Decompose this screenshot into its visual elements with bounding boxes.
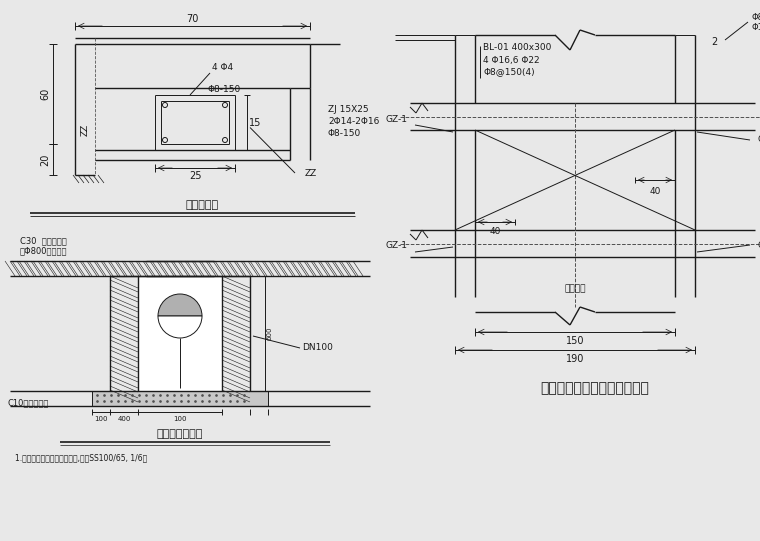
Text: 共用管沟交叉处顶板配筋大样: 共用管沟交叉处顶板配筋大样: [540, 381, 650, 395]
Text: 2Φ14-2Φ16: 2Φ14-2Φ16: [328, 117, 379, 127]
Text: ZZ: ZZ: [81, 124, 90, 136]
Text: Φ8@150(4): Φ8@150(4): [483, 68, 534, 76]
Text: Φ8: Φ8: [751, 12, 760, 22]
Text: 4 Φ4: 4 Φ4: [212, 63, 233, 71]
Text: 2: 2: [711, 37, 717, 47]
Text: BL-01 400x300: BL-01 400x300: [483, 43, 551, 52]
Text: 70: 70: [186, 14, 198, 24]
Text: 40: 40: [489, 228, 501, 236]
Text: 共用管沟: 共用管沟: [564, 285, 586, 294]
Text: C30  混凝土井圈: C30 混凝土井圈: [20, 236, 67, 246]
Text: ZZ: ZZ: [305, 168, 317, 177]
Text: 4 Φ16,6 Φ22: 4 Φ16,6 Φ22: [483, 56, 540, 64]
Wedge shape: [158, 316, 202, 338]
Text: DN100: DN100: [302, 344, 333, 353]
Text: 100: 100: [94, 416, 108, 422]
Text: 150: 150: [565, 336, 584, 346]
Text: Φ8-150: Φ8-150: [207, 84, 240, 94]
Text: 25: 25: [188, 171, 201, 181]
Text: 600: 600: [267, 327, 273, 340]
Text: 400: 400: [117, 416, 131, 422]
Text: GZ-1: GZ-1: [758, 241, 760, 249]
Text: ZJ 15X25: ZJ 15X25: [328, 105, 369, 115]
Bar: [138, 276, 222, 391]
Text: 20: 20: [40, 153, 50, 166]
Text: 190: 190: [565, 354, 584, 364]
Text: 1.消火栓采用地下半球消火栓,型号SS100/65, 1/6型: 1.消火栓采用地下半球消火栓,型号SS100/65, 1/6型: [15, 453, 147, 463]
Text: 100: 100: [173, 416, 187, 422]
Text: 或Φ800铸铁井圈: 或Φ800铸铁井圈: [20, 247, 68, 255]
Text: 给水管支架: 给水管支架: [186, 200, 219, 210]
Text: GZ-1: GZ-1: [385, 115, 407, 124]
Text: 40: 40: [649, 188, 660, 196]
Wedge shape: [158, 294, 202, 316]
Text: C10混凝土基础: C10混凝土基础: [8, 399, 49, 407]
Text: 15: 15: [249, 117, 261, 128]
Text: 60: 60: [40, 88, 50, 100]
Text: Φ8-150: Φ8-150: [328, 129, 361, 138]
Text: GZ-1: GZ-1: [758, 135, 760, 144]
Text: 消火栓井大样图: 消火栓井大样图: [157, 429, 203, 439]
Text: GZ-1: GZ-1: [385, 241, 407, 249]
Bar: [92, 391, 268, 406]
Text: Φ16: Φ16: [751, 23, 760, 32]
